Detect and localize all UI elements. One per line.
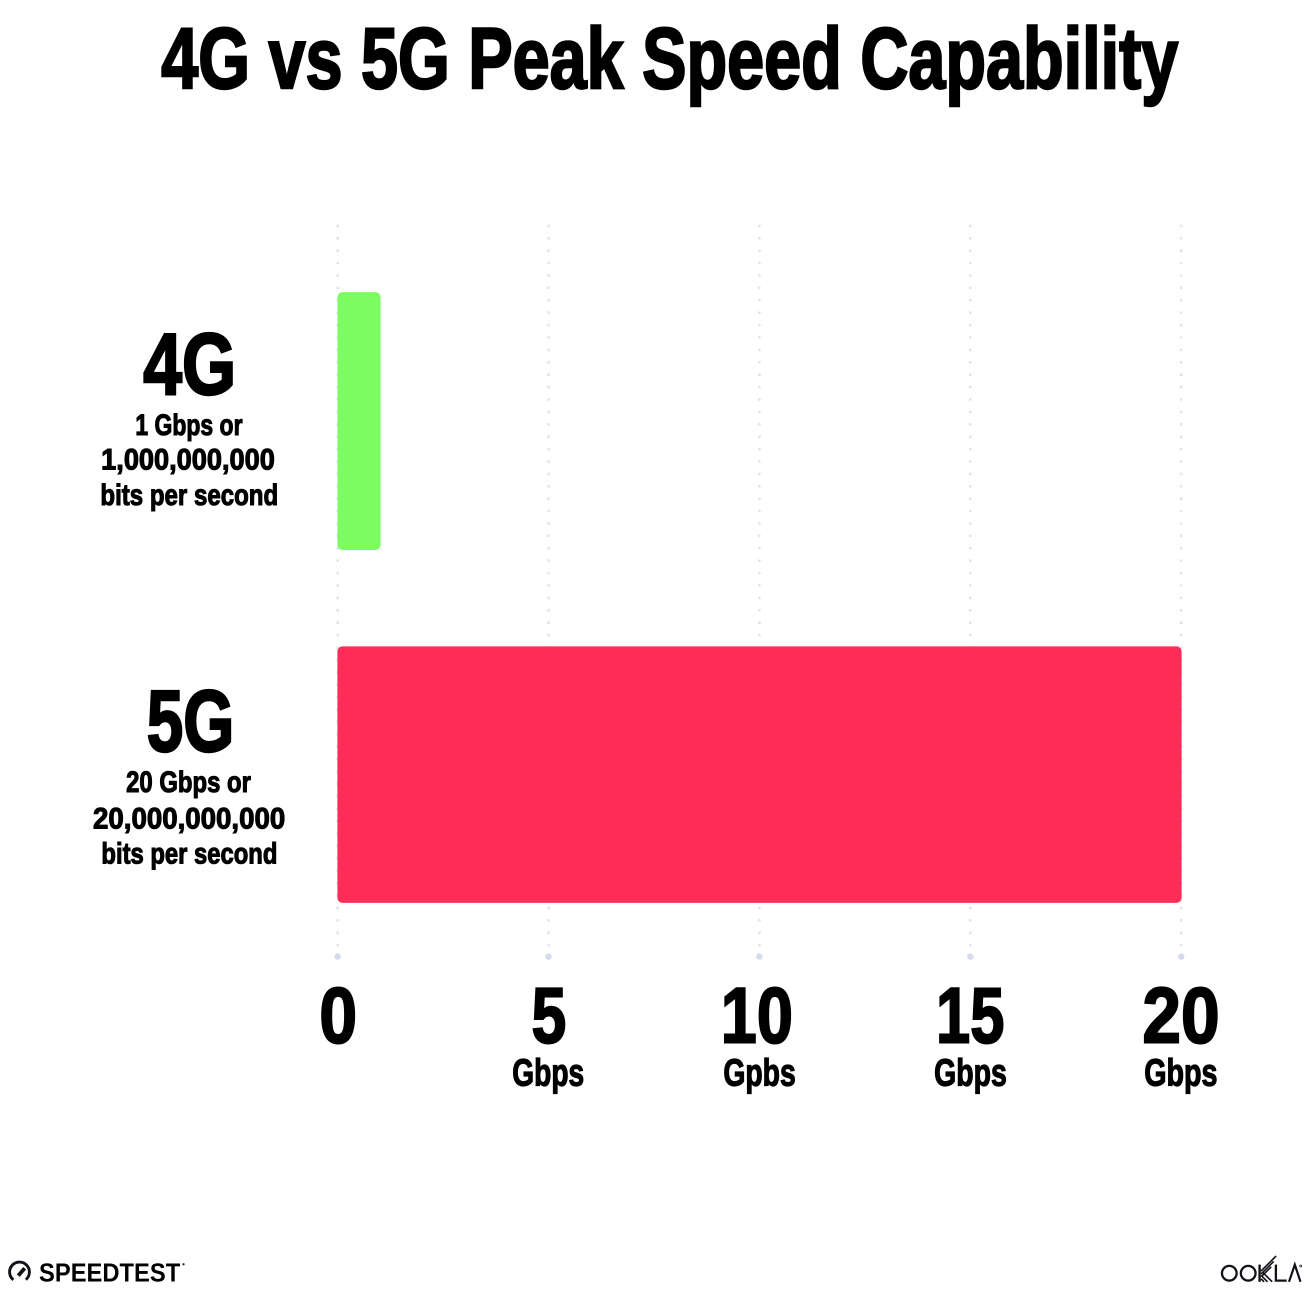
svg-text:bits per second: bits per second	[100, 477, 278, 511]
svg-text:4G vs 5G Peak Speed Capability: 4G vs 5G Peak Speed Capability	[161, 11, 1178, 107]
svg-text:Gbps: Gbps	[1144, 1053, 1217, 1095]
svg-text:5: 5	[531, 973, 566, 1060]
svg-text:bits per second: bits per second	[101, 836, 277, 870]
svg-text:15: 15	[936, 971, 1004, 1059]
svg-text:Gbps: Gbps	[512, 1053, 584, 1095]
svg-text:Gbps: Gbps	[934, 1053, 1007, 1095]
svg-text:1 Gbps or: 1 Gbps or	[135, 408, 242, 442]
svg-text:20 Gbps or: 20 Gbps or	[126, 765, 251, 799]
svg-text:1,000,000,000: 1,000,000,000	[101, 443, 275, 477]
svg-text:0: 0	[319, 972, 357, 1060]
svg-text:5G: 5G	[147, 673, 235, 770]
svg-text:20: 20	[1142, 971, 1219, 1059]
svg-text:Gpbs: Gpbs	[723, 1053, 795, 1095]
svg-text:20,000,000,000: 20,000,000,000	[93, 803, 285, 836]
svg-text:10: 10	[721, 973, 793, 1060]
svg-text:4G: 4G	[143, 316, 236, 413]
svg-text:SPEEDTEST: SPEEDTEST	[39, 1258, 180, 1287]
